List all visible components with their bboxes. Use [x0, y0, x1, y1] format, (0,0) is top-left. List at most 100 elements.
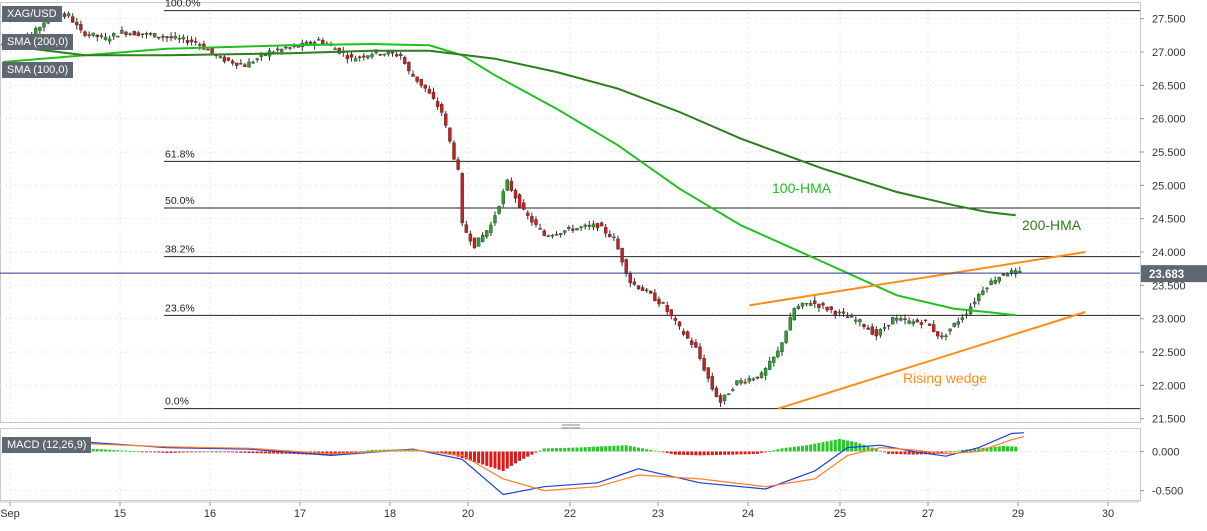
candle-body: [604, 226, 608, 234]
macd-histogram-bar: [596, 446, 599, 452]
candle-body: [575, 228, 579, 231]
candle-body: [189, 39, 194, 43]
chart-annotation: Rising wedge: [903, 370, 987, 386]
macd-histogram-bar: [813, 443, 817, 452]
macd-histogram-bar: [173, 451, 177, 453]
candle-body: [128, 33, 132, 35]
candle-body: [735, 380, 739, 385]
candle-body: [813, 300, 817, 304]
macd-histogram-bar: [891, 451, 895, 454]
candle-body: [501, 191, 505, 204]
macd-histogram-bar: [866, 446, 870, 452]
candle-body: [571, 228, 575, 231]
candle-body: [472, 237, 477, 249]
macd-histogram-bar: [477, 451, 481, 464]
macd-histogram-bar: [95, 449, 99, 452]
wedge-lower-line: [777, 311, 1086, 410]
macd-histogram-bar: [858, 443, 862, 452]
candle-body: [513, 189, 518, 199]
x-axis-tick-label: 30: [1102, 508, 1114, 520]
macd-histogram-bar: [850, 441, 854, 452]
candle-body: [722, 394, 727, 401]
candle-body: [177, 38, 182, 40]
candle-body: [403, 57, 407, 64]
candle-body: [124, 31, 128, 36]
macd-histogram-bar: [124, 450, 128, 452]
macd-line: [2, 432, 1024, 496]
candle-body: [882, 327, 887, 329]
candle-body: [144, 33, 149, 35]
x-axis-tick-label: 17: [294, 508, 306, 520]
macd-histogram-bar: [161, 451, 165, 453]
macd-histogram-bar: [341, 451, 345, 454]
candle-body: [731, 389, 735, 391]
y-axis-tick-label: 21.500: [1152, 414, 1186, 426]
macd-histogram-bar: [214, 451, 218, 453]
candle-body: [210, 47, 214, 54]
macd-histogram-bar: [169, 451, 173, 453]
fibonacci-level-label: 23.6%: [165, 302, 195, 314]
macd-histogram-bar: [944, 451, 948, 453]
macd-histogram-bar: [735, 451, 739, 455]
macd-histogram-bar: [743, 451, 747, 455]
candle-body: [755, 376, 760, 379]
macd-histogram-bar: [136, 451, 140, 453]
macd-histogram-bar: [1001, 446, 1005, 452]
macd-histogram-bar: [809, 444, 813, 452]
candle-body: [977, 294, 981, 302]
x-axis-tick-label: 22: [564, 508, 576, 520]
macd-histogram-bar: [637, 447, 640, 452]
candle-body: [841, 311, 846, 314]
macd-histogram-bar: [690, 451, 694, 456]
macd-histogram-bar: [702, 451, 706, 456]
macd-histogram-bar: [948, 451, 952, 453]
candle-body: [148, 33, 153, 35]
candle-body: [255, 58, 259, 60]
candle-body: [161, 36, 165, 38]
macd-histogram-bar: [616, 445, 620, 452]
candle-body: [140, 33, 145, 35]
candle-body: [997, 277, 1001, 282]
macd-histogram-bar: [227, 451, 230, 453]
candle-body: [919, 322, 924, 325]
candle-body: [960, 317, 965, 320]
candle-body: [595, 223, 600, 229]
macd-histogram-bar: [272, 451, 276, 454]
macd-histogram-bar: [645, 449, 649, 452]
macd-histogram-bar: [251, 451, 255, 454]
candle-body: [62, 13, 67, 17]
macd-histogram-bar: [247, 451, 251, 454]
candle-body: [612, 236, 616, 239]
macd-histogram-bar: [559, 447, 563, 452]
macd-histogram-bar: [727, 451, 731, 455]
candle-body: [981, 290, 985, 295]
macd-histogram-bar: [887, 451, 891, 454]
candle-body: [99, 35, 104, 37]
macd-histogram-bar: [268, 451, 271, 454]
candle-body: [620, 248, 624, 263]
macd-histogram-bar: [657, 451, 661, 453]
macd-histogram-bar: [624, 445, 628, 452]
macd-histogram-bar: [903, 451, 907, 455]
macd-histogram-bar: [960, 449, 964, 452]
macd-histogram-bar: [505, 451, 509, 469]
candle-body: [66, 13, 71, 17]
x-axis-tick-label: 27: [922, 508, 934, 520]
candle-body: [862, 324, 866, 328]
candle-body: [718, 395, 723, 403]
y-axis-tick-label: 22.500: [1152, 347, 1186, 359]
x-axis-tick-label: 20: [462, 508, 474, 520]
candle-body: [485, 230, 489, 237]
candle-body: [386, 51, 391, 55]
candle-body: [558, 233, 563, 235]
candle-body: [411, 73, 415, 77]
candle-body: [70, 16, 75, 23]
x-axis-tick-label: 15: [114, 508, 126, 520]
candle-body: [419, 78, 423, 86]
y-axis-tick-label: 25.500: [1152, 147, 1186, 159]
candle-body: [382, 53, 386, 56]
macd-legend: MACD (12,26,9): [2, 437, 92, 453]
macd-histogram-bar: [181, 451, 185, 453]
fibonacci-level-label: 38.2%: [165, 244, 195, 256]
macd-histogram-bar: [157, 451, 161, 453]
